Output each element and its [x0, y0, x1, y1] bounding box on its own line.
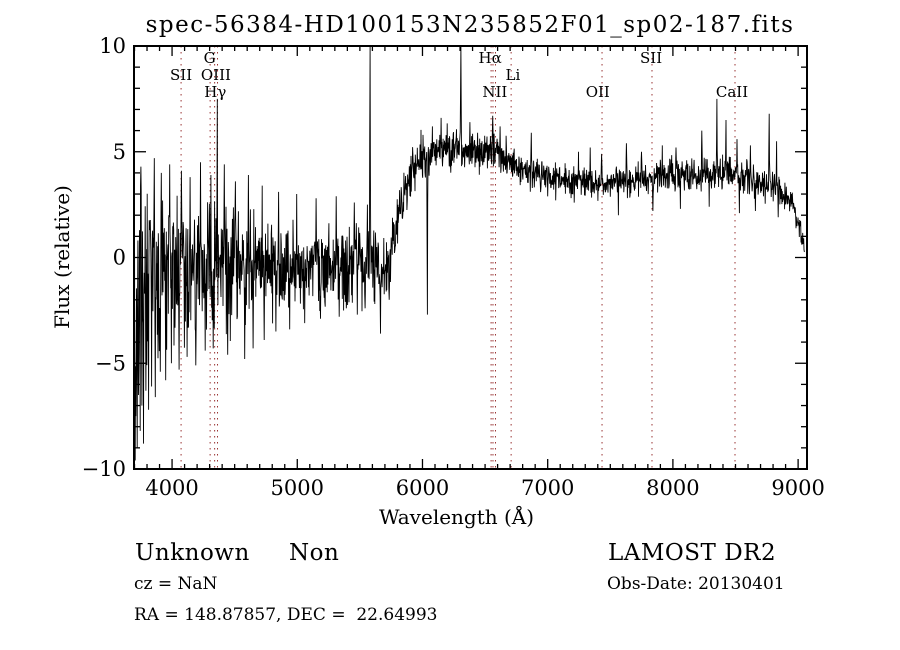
- plot-box: [133, 45, 808, 470]
- object-class-text: Unknown: [135, 540, 250, 566]
- svg-text:Hγ: Hγ: [204, 83, 226, 101]
- spectrum-trace: [134, 45, 805, 461]
- svg-text:5: 5: [113, 140, 126, 164]
- svg-text:6000: 6000: [396, 476, 449, 500]
- svg-text:Hα: Hα: [478, 49, 501, 67]
- x-axis-label: Wavelength (Å): [378, 505, 535, 529]
- svg-text:OIII: OIII: [201, 66, 231, 84]
- svg-text:5000: 5000: [271, 476, 324, 500]
- svg-text:OII: OII: [586, 83, 610, 101]
- ra-dec-text: RA = 148.87857, DEC = 22.64993: [134, 605, 438, 625]
- svg-text:0: 0: [113, 246, 126, 270]
- svg-text:−10: −10: [82, 457, 126, 481]
- cz-text: cz = NaN: [134, 574, 218, 594]
- plot-title: spec-56384-HD100153N235852F01_sp02-187.f…: [145, 12, 795, 38]
- svg-text:G: G: [204, 49, 216, 67]
- svg-text:CaII: CaII: [716, 83, 748, 101]
- survey-release-text: LAMOST DR2: [608, 540, 777, 566]
- svg-text:8000: 8000: [646, 476, 699, 500]
- svg-text:4000: 4000: [145, 476, 198, 500]
- spectral-line-markers: [180, 46, 736, 469]
- axis-ticks: [133, 45, 807, 470]
- svg-text:9000: 9000: [771, 476, 824, 500]
- svg-text:NII: NII: [482, 83, 507, 101]
- axis-tick-labels: 4000 5000 6000 7000 8000 9000 −10 −5 0 5 10: [82, 34, 825, 500]
- svg-text:−5: −5: [95, 351, 126, 375]
- svg-text:Li: Li: [506, 66, 521, 84]
- obs-date-text: Obs-Date: 20130401: [607, 574, 785, 594]
- svg-text:SII: SII: [640, 49, 662, 67]
- object-subclass-text: Non: [289, 540, 340, 566]
- svg-text:SII: SII: [170, 66, 192, 84]
- svg-text:7000: 7000: [521, 476, 574, 500]
- svg-text:10: 10: [99, 34, 126, 58]
